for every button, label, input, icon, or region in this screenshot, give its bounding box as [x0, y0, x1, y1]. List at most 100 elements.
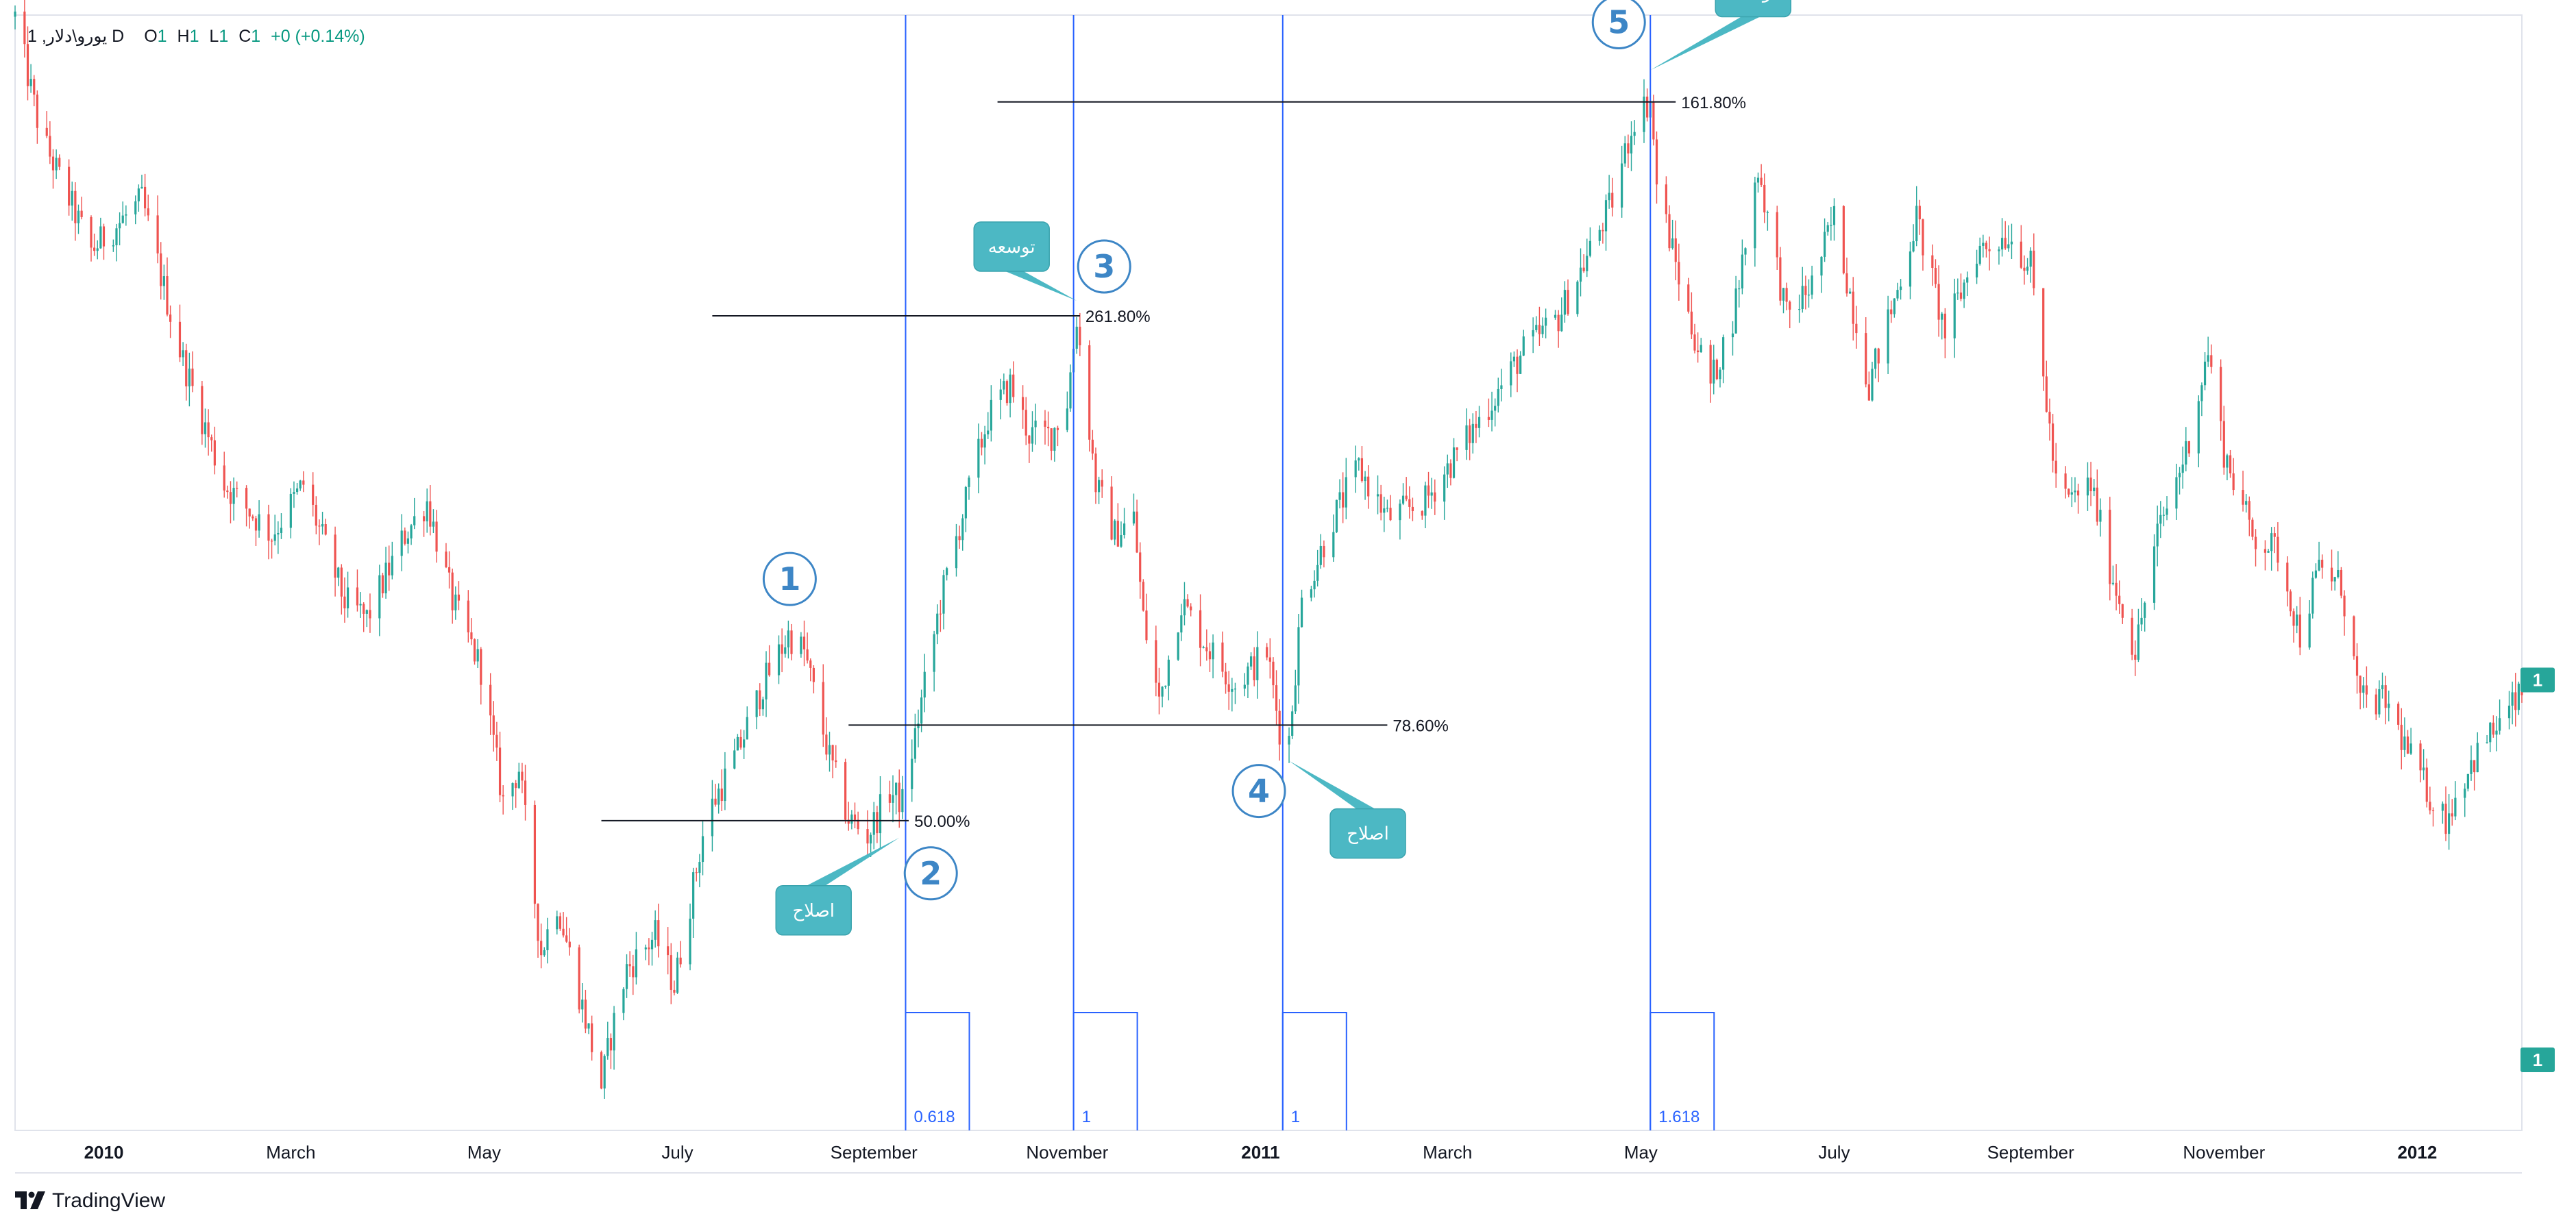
candle — [2264, 540, 2267, 571]
candle — [2448, 794, 2451, 850]
callout-text: توسعه — [988, 237, 1035, 258]
candle-body — [1500, 385, 1503, 389]
candle-body — [1231, 689, 1234, 692]
candle-body — [524, 780, 527, 805]
candle-body — [90, 216, 93, 248]
candle — [521, 763, 524, 793]
candle — [648, 938, 650, 966]
candle — [603, 1054, 606, 1099]
candle-body — [55, 158, 58, 171]
candle — [1734, 275, 1737, 334]
candle — [1097, 476, 1101, 504]
candle-body — [1826, 225, 1829, 232]
candle-body — [2431, 810, 2435, 812]
candle-body — [961, 518, 964, 541]
candle-body — [2403, 736, 2406, 750]
candle — [787, 620, 789, 659]
candle — [533, 800, 537, 919]
candle — [2362, 677, 2365, 708]
candle-body — [1602, 230, 1604, 232]
candle-body — [1713, 360, 1715, 384]
candle-body — [58, 158, 61, 167]
candle-body — [1272, 661, 1275, 686]
candle-body — [765, 662, 768, 699]
candle — [857, 811, 859, 835]
candle — [2007, 225, 2010, 252]
candle-body — [1998, 249, 2000, 251]
candle-body — [2086, 478, 2089, 496]
candle — [2074, 477, 2076, 503]
candle — [1120, 521, 1123, 548]
tradingview-brand[interactable]: TradingView — [15, 1187, 165, 1215]
candle — [1519, 351, 1522, 374]
candle-body — [1110, 486, 1113, 540]
candle-body — [1199, 610, 1202, 648]
candle — [2359, 676, 2362, 710]
candle — [2425, 758, 2428, 808]
candle-body — [125, 214, 127, 216]
candle — [1779, 247, 1782, 306]
candle-body — [692, 872, 695, 919]
candle-body — [1953, 293, 1956, 338]
candle — [1801, 267, 1804, 313]
candle — [977, 423, 980, 494]
candle — [178, 304, 182, 362]
wave-number: 3 — [1093, 248, 1115, 285]
candle-body — [964, 486, 967, 519]
candle-body — [1978, 245, 1981, 264]
candle — [2156, 505, 2159, 567]
candle-body — [2245, 501, 2248, 505]
candle — [140, 175, 143, 189]
candle-body — [1288, 736, 1290, 745]
candle-body — [2074, 491, 2076, 493]
candle — [2109, 497, 2111, 601]
candle — [2514, 673, 2517, 727]
candle — [1332, 514, 1335, 562]
candle — [2311, 571, 2314, 619]
candle — [33, 75, 36, 107]
candle-body — [1887, 309, 1889, 364]
candle-body — [1909, 251, 1912, 287]
candle — [1430, 478, 1433, 509]
candle — [1934, 259, 1937, 288]
candle — [1313, 570, 1316, 598]
candle-body — [1050, 428, 1053, 451]
time-axis-label: November — [1026, 1142, 1108, 1163]
candle — [2251, 517, 2254, 541]
candle-body — [23, 11, 26, 45]
candle-body — [1114, 521, 1116, 540]
candle — [1405, 477, 1408, 501]
candle-body — [2096, 487, 2098, 522]
symbol-name[interactable]: 1 ,یورو\دلار D — [27, 27, 125, 46]
candle — [1399, 499, 1401, 540]
candle — [768, 645, 771, 677]
candle — [80, 197, 83, 220]
candle — [2254, 529, 2257, 567]
candle — [1389, 495, 1392, 521]
candle-body — [2264, 549, 2267, 553]
candle-body — [340, 567, 343, 597]
candle — [2381, 672, 2384, 699]
candle — [625, 954, 628, 998]
candle-body — [2232, 473, 2235, 491]
candle-body — [1646, 97, 1649, 118]
candle — [2464, 783, 2466, 817]
candle — [825, 717, 828, 760]
candle — [1012, 361, 1015, 403]
candle — [191, 351, 194, 393]
candle — [1678, 243, 1680, 301]
candle-body — [1031, 427, 1034, 444]
candle-body — [299, 480, 302, 488]
candle-body — [1139, 552, 1142, 582]
candle-body — [559, 916, 562, 929]
candle — [2159, 501, 2162, 538]
candle — [435, 510, 438, 563]
candle-body — [1855, 323, 1858, 334]
candle — [565, 917, 568, 943]
candle — [939, 599, 942, 632]
candle — [2042, 288, 2045, 391]
candle-body — [1389, 508, 1392, 521]
candle — [1294, 669, 1297, 714]
candle — [1941, 312, 1943, 340]
